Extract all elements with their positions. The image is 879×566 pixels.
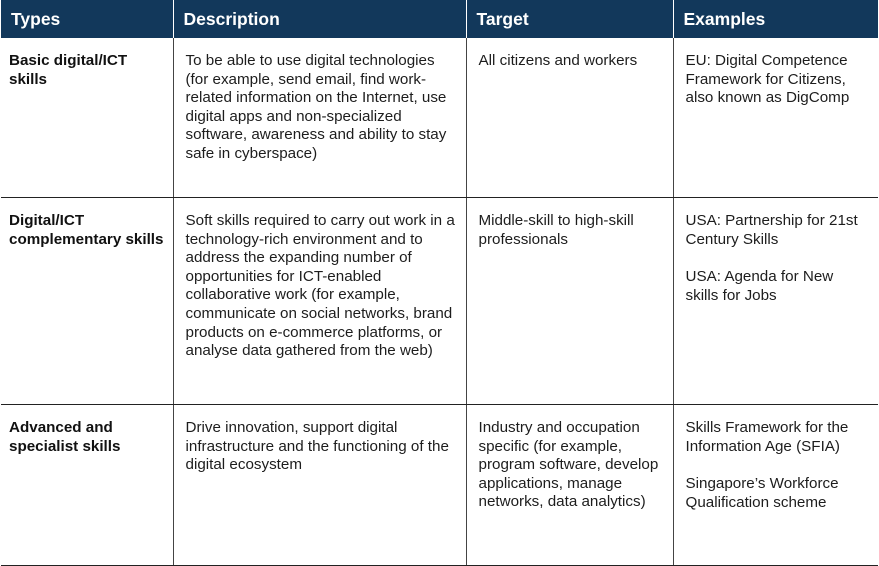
example-item: USA: Agenda for New skills for Jobs	[685, 268, 834, 304]
cell-target: All citizens and workers	[466, 38, 674, 198]
cell-type: Basic digital/ICT skills	[1, 38, 174, 198]
cell-examples: Skills Framework for the Information Age…	[673, 404, 878, 566]
example-item: USA: Partnership for 21st Century Skills	[685, 212, 858, 248]
cell-target: Middle-skill to high-skill professionals	[466, 197, 674, 405]
table-body: Basic digital/ICT skills To be able to u…	[1, 38, 878, 566]
table-row: Advanced and specialist skills Drive inn…	[1, 404, 878, 566]
cell-target: Industry and occupation specific (for ex…	[466, 404, 674, 566]
table-row: Digital/ICT complementary skills Soft sk…	[1, 197, 878, 405]
cell-description: To be able to use digital technologies (…	[173, 38, 467, 198]
header-row: Types Description Target Examples	[1, 0, 878, 38]
cell-examples: USA: Partnership for 21st Century Skills…	[673, 197, 878, 405]
cell-description: Drive innovation, support digital infras…	[173, 404, 467, 566]
header-description: Description	[173, 0, 467, 38]
example-item: EU: Digital Competence Framework for Cit…	[685, 52, 850, 107]
cell-type: Advanced and specialist skills	[1, 404, 174, 566]
cell-description: Soft skills required to carry out work i…	[173, 197, 467, 405]
table-header: Types Description Target Examples	[1, 0, 878, 38]
cell-type: Digital/ICT complementary skills	[1, 197, 174, 405]
header-examples: Examples	[673, 0, 878, 38]
header-target: Target	[466, 0, 674, 38]
table-row: Basic digital/ICT skills To be able to u…	[1, 38, 878, 198]
cell-examples: EU: Digital Competence Framework for Cit…	[673, 38, 878, 198]
example-item: Singapore’s Workforce Qualification sche…	[685, 475, 839, 511]
example-item: Skills Framework for the Information Age…	[685, 419, 849, 455]
header-types: Types	[1, 0, 174, 38]
